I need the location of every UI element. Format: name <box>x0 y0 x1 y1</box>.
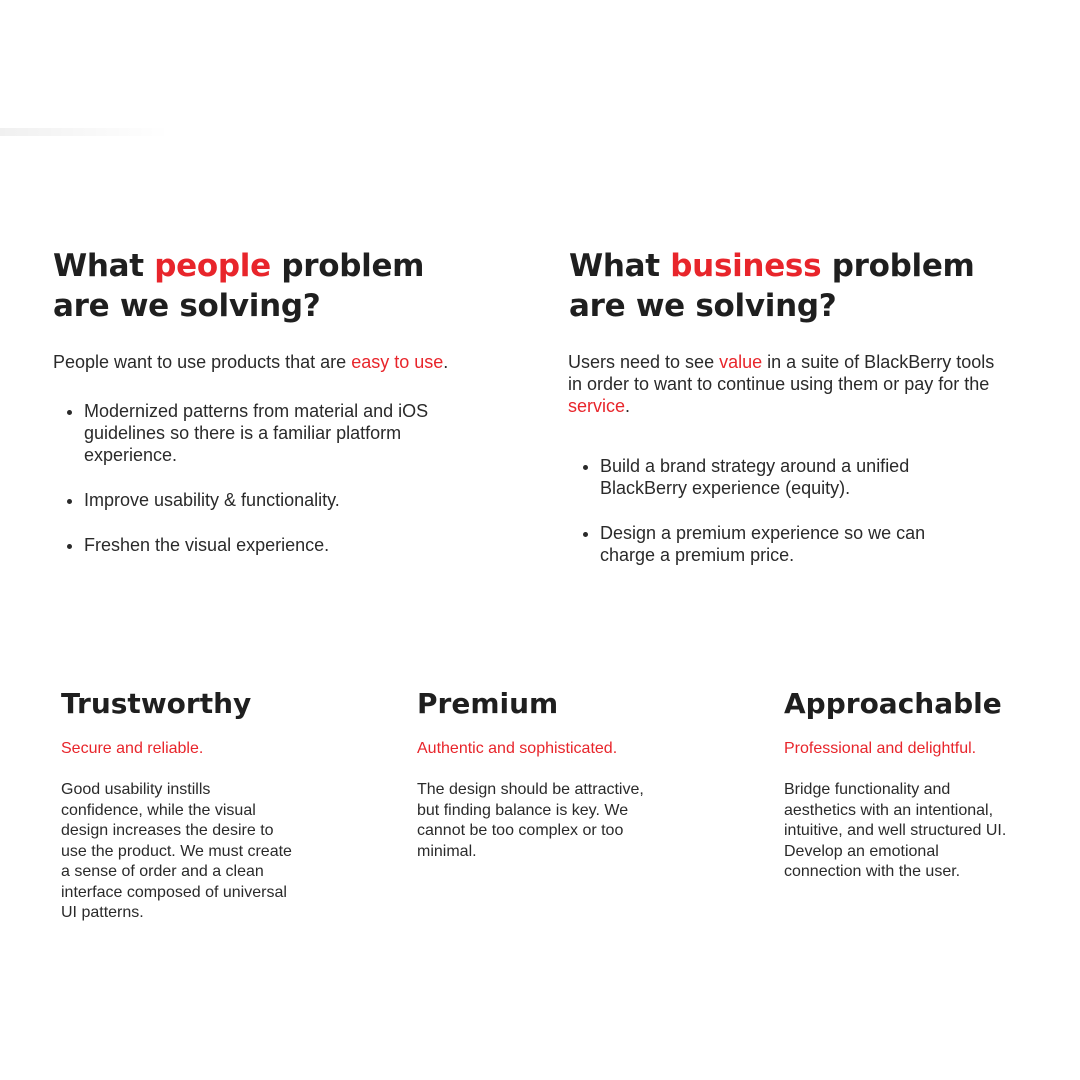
heading-text: problem are we solving? <box>569 248 975 324</box>
people-problem-lead: People want to use products that are eas… <box>53 351 493 373</box>
pillar-subtitle: Professional and delightful. <box>784 740 977 757</box>
bullet-item: Design a premium experience so we can ch… <box>600 522 980 566</box>
pillar-title: Approachable <box>784 687 1002 720</box>
heading-text: What <box>569 248 671 284</box>
heading-accent-text: business <box>670 248 822 284</box>
lead-text: in a suite of BlackBerry tools in order … <box>568 352 995 394</box>
pillar-title: Trustworthy <box>61 687 252 720</box>
bullet-item: Freshen the visual experience. <box>84 534 484 556</box>
business-problem-bullets: Build a brand strategy around a unified … <box>568 455 980 589</box>
business-problem-heading: What business problem are we solving? <box>569 246 1009 326</box>
lead-accent-text: service <box>568 396 626 416</box>
bullet-item: Modernized patterns from material and iO… <box>84 400 484 466</box>
pillar-description: The design should be attractive, but fin… <box>417 781 644 860</box>
pillar-subtitle: Authentic and sophisticated. <box>417 740 618 757</box>
people-problem-heading: What people problem are we solving? <box>53 246 473 326</box>
pillar-description: Bridge functionality and aesthetics with… <box>784 781 1007 880</box>
heading-text: problem are we solving? <box>53 248 425 324</box>
lead-text: People want to use products that are <box>53 352 352 372</box>
pillar-description: Good usability instills confidence, whil… <box>61 781 292 921</box>
pillar-subtitle: Secure and reliable. <box>61 740 204 757</box>
top-divider-shadow <box>0 128 170 136</box>
lead-text: . <box>625 396 631 416</box>
lead-text: Users need to see <box>568 352 720 372</box>
business-problem-lead: Users need to see value in a suite of Bl… <box>568 351 1008 417</box>
heading-accent-text: people <box>154 248 271 284</box>
people-problem-bullets: Modernized patterns from material and iO… <box>52 400 484 579</box>
lead-accent-text: value <box>719 352 763 372</box>
pillar-title: Premium <box>417 687 559 720</box>
heading-text: What <box>53 248 155 284</box>
lead-text: . <box>443 352 449 372</box>
bullet-item: Build a brand strategy around a unified … <box>600 455 980 499</box>
bullet-item: Improve usability & functionality. <box>84 489 484 511</box>
lead-accent-text: easy to use <box>351 352 444 372</box>
